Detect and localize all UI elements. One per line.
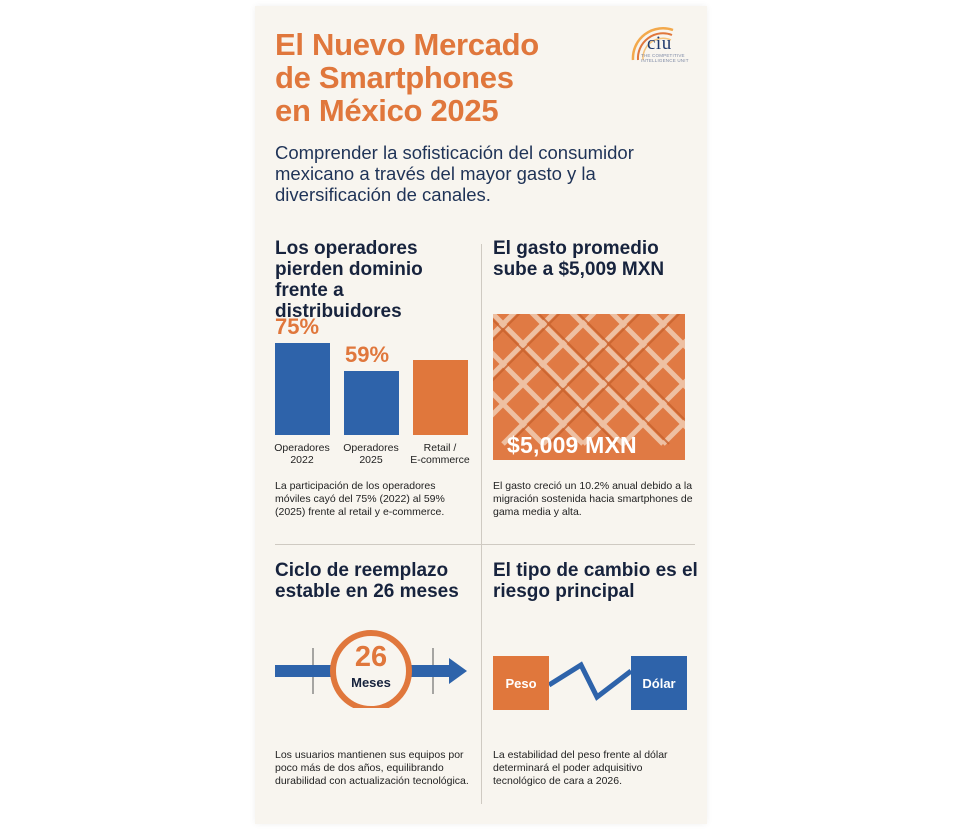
exchange-title: El tipo de cambio es el riesgo principal xyxy=(493,560,698,602)
title-line-1: El Nuevo Mercado xyxy=(275,27,539,62)
page-title: El Nuevo Mercado de Smartphones en Méxic… xyxy=(275,28,605,127)
logo-subtext: THE COMPETITIVE INTELLIGENCE UNIT xyxy=(641,53,689,63)
dollar-box: Dólar xyxy=(631,656,687,710)
logo-text: ciu xyxy=(647,33,672,54)
horizontal-divider xyxy=(275,544,695,545)
bar-value-operators-2025: 59% xyxy=(345,342,390,367)
title-line-3: en México 2025 xyxy=(275,93,499,128)
average-price-label: $5,009 MXN xyxy=(507,432,637,458)
bar-operators-2025 xyxy=(344,371,399,435)
exchange-description: La estabilidad del peso frente al dólar … xyxy=(493,749,668,787)
spending-description: El gasto creció un 10.2% anual debido a … xyxy=(493,480,693,518)
bar-label-line: E-commerce xyxy=(410,454,470,466)
ciu-logo: ciu THE COMPETITIVE INTELLIGENCE UNIT xyxy=(627,20,699,72)
cycle-number: 26 xyxy=(354,641,388,673)
zigzag-line-icon xyxy=(547,661,633,701)
operators-title: Los operadores pierden dominio frente a … xyxy=(275,238,423,322)
lattice-pattern-icon xyxy=(493,314,685,446)
bar-label-retail-ecommerce: Retail / E-commerce xyxy=(405,442,475,466)
bar-label-line: 2022 xyxy=(290,454,314,466)
bar-label-line: 2025 xyxy=(359,454,383,466)
operators-description: La participación de los operadores móvil… xyxy=(275,480,445,518)
timeline-arrow-icon xyxy=(275,630,467,708)
vertical-divider xyxy=(481,244,482,804)
bar-label-operators-2022: Operadores 2022 xyxy=(267,442,337,466)
bar-label-operators-2025: Operadores 2025 xyxy=(336,442,406,466)
price-panel: $5,009 MXN xyxy=(493,314,685,460)
infographic-page: El Nuevo Mercado de Smartphones en Méxic… xyxy=(255,6,707,824)
spending-title: El gasto promedio sube a $5,009 MXN xyxy=(493,238,665,280)
page-subtitle: Comprender la sofisticación del consumid… xyxy=(275,142,634,205)
bar-label-line: Operadores xyxy=(274,442,330,454)
cycle-title: Ciclo de reemplazo estable en 26 meses xyxy=(275,560,459,602)
bar-retail-ecommerce xyxy=(413,360,468,435)
bar-label-line: Operadores xyxy=(343,442,399,454)
peso-box: Peso xyxy=(493,656,549,710)
cycle-description: Los usuarios mantienen sus equipos por p… xyxy=(275,749,469,787)
bar-value-operators-2022: 75% xyxy=(275,314,320,339)
bar-operators-2022 xyxy=(275,343,330,435)
bar-label-line: Retail / xyxy=(423,442,457,454)
logo-arc-icon xyxy=(631,27,674,61)
cycle-unit: Meses xyxy=(351,675,391,690)
title-line-2: de Smartphones xyxy=(275,60,514,95)
